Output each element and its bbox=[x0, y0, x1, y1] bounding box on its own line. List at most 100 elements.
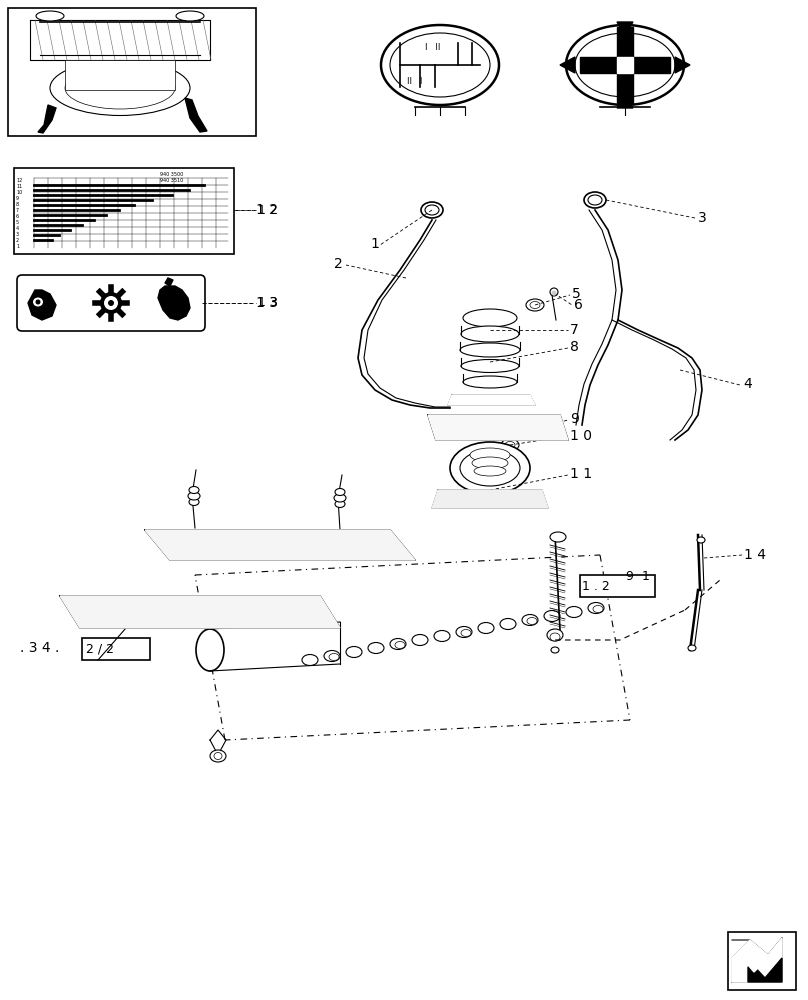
Polygon shape bbox=[165, 278, 173, 286]
Ellipse shape bbox=[463, 309, 517, 327]
Polygon shape bbox=[432, 490, 548, 508]
Bar bbox=[728, 932, 796, 990]
Text: 4: 4 bbox=[16, 227, 19, 232]
Ellipse shape bbox=[536, 496, 544, 502]
Text: 1 3: 1 3 bbox=[256, 296, 278, 310]
Ellipse shape bbox=[527, 617, 537, 624]
Ellipse shape bbox=[550, 633, 560, 641]
Polygon shape bbox=[38, 105, 56, 133]
Text: 1 1: 1 1 bbox=[570, 467, 592, 481]
Ellipse shape bbox=[688, 645, 696, 651]
Polygon shape bbox=[560, 57, 575, 73]
Ellipse shape bbox=[125, 609, 134, 615]
Ellipse shape bbox=[36, 300, 40, 304]
Ellipse shape bbox=[461, 326, 519, 342]
Ellipse shape bbox=[329, 654, 339, 660]
Ellipse shape bbox=[505, 442, 515, 448]
Ellipse shape bbox=[412, 635, 428, 646]
Ellipse shape bbox=[472, 457, 508, 469]
Ellipse shape bbox=[169, 541, 181, 549]
Text: 1 0: 1 0 bbox=[570, 429, 592, 443]
Polygon shape bbox=[617, 57, 633, 73]
Bar bbox=[65, 60, 175, 90]
Text: 3: 3 bbox=[16, 232, 19, 237]
Ellipse shape bbox=[381, 25, 499, 105]
Ellipse shape bbox=[95, 609, 104, 615]
Bar bbox=[8, 8, 256, 136]
Ellipse shape bbox=[188, 492, 200, 500]
Text: 1: 1 bbox=[16, 244, 19, 249]
Ellipse shape bbox=[474, 466, 506, 476]
Ellipse shape bbox=[526, 299, 544, 311]
Ellipse shape bbox=[302, 654, 318, 666]
Bar bbox=[82, 638, 150, 660]
Ellipse shape bbox=[234, 541, 246, 549]
Ellipse shape bbox=[478, 622, 494, 634]
Ellipse shape bbox=[390, 33, 490, 97]
Ellipse shape bbox=[334, 494, 346, 502]
Ellipse shape bbox=[446, 496, 454, 502]
Text: 1 4: 1 4 bbox=[744, 548, 766, 562]
Polygon shape bbox=[732, 938, 782, 982]
Text: 1 . 2: 1 . 2 bbox=[582, 580, 610, 592]
Text: 9: 9 bbox=[625, 570, 633, 582]
Bar bbox=[580, 575, 655, 597]
Text: 7: 7 bbox=[570, 323, 579, 337]
Text: 2: 2 bbox=[334, 257, 343, 271]
Ellipse shape bbox=[36, 11, 64, 21]
Ellipse shape bbox=[516, 397, 524, 402]
Ellipse shape bbox=[544, 610, 560, 621]
Polygon shape bbox=[448, 395, 535, 405]
Text: 3: 3 bbox=[698, 211, 707, 225]
Ellipse shape bbox=[550, 288, 558, 296]
Text: 1: 1 bbox=[642, 570, 650, 582]
Text: 1 2: 1 2 bbox=[256, 203, 278, 217]
Ellipse shape bbox=[104, 296, 118, 310]
Ellipse shape bbox=[524, 431, 536, 439]
Text: 6: 6 bbox=[574, 298, 583, 312]
Text: . 3 4 .: . 3 4 . bbox=[20, 641, 59, 655]
Polygon shape bbox=[617, 27, 633, 103]
Polygon shape bbox=[185, 98, 207, 132]
Text: 2: 2 bbox=[16, 238, 19, 243]
Bar bbox=[14, 168, 234, 254]
Ellipse shape bbox=[324, 650, 340, 662]
Ellipse shape bbox=[551, 647, 559, 653]
Text: 1 2: 1 2 bbox=[258, 204, 278, 217]
Polygon shape bbox=[158, 286, 190, 320]
Ellipse shape bbox=[189, 487, 199, 493]
Ellipse shape bbox=[196, 629, 224, 671]
Text: 6: 6 bbox=[16, 215, 19, 220]
Ellipse shape bbox=[460, 450, 520, 486]
Ellipse shape bbox=[434, 631, 450, 642]
Ellipse shape bbox=[584, 192, 606, 208]
Text: 940 3510: 940 3510 bbox=[160, 178, 183, 184]
Ellipse shape bbox=[425, 205, 439, 215]
Ellipse shape bbox=[697, 537, 705, 543]
Polygon shape bbox=[145, 530, 415, 560]
Ellipse shape bbox=[470, 448, 510, 462]
Ellipse shape bbox=[588, 195, 602, 205]
Ellipse shape bbox=[550, 532, 566, 542]
Polygon shape bbox=[28, 290, 56, 320]
Ellipse shape bbox=[346, 647, 362, 658]
Polygon shape bbox=[60, 596, 340, 628]
Text: I   II: I II bbox=[425, 43, 440, 52]
Text: 10: 10 bbox=[16, 190, 23, 196]
Ellipse shape bbox=[390, 639, 406, 650]
Text: 12: 12 bbox=[16, 178, 23, 184]
Text: 8: 8 bbox=[570, 340, 579, 354]
Text: II   I: II I bbox=[407, 78, 423, 87]
Text: 1 3: 1 3 bbox=[258, 296, 278, 310]
Ellipse shape bbox=[335, 488, 345, 495]
Ellipse shape bbox=[460, 343, 520, 357]
Text: 7: 7 bbox=[16, 209, 19, 214]
Text: 2 / 2: 2 / 2 bbox=[86, 643, 114, 656]
FancyBboxPatch shape bbox=[17, 275, 205, 331]
Ellipse shape bbox=[456, 626, 472, 638]
Polygon shape bbox=[428, 415, 568, 440]
Ellipse shape bbox=[210, 750, 226, 762]
Ellipse shape bbox=[100, 292, 122, 314]
Ellipse shape bbox=[50, 60, 190, 115]
Ellipse shape bbox=[176, 11, 204, 21]
